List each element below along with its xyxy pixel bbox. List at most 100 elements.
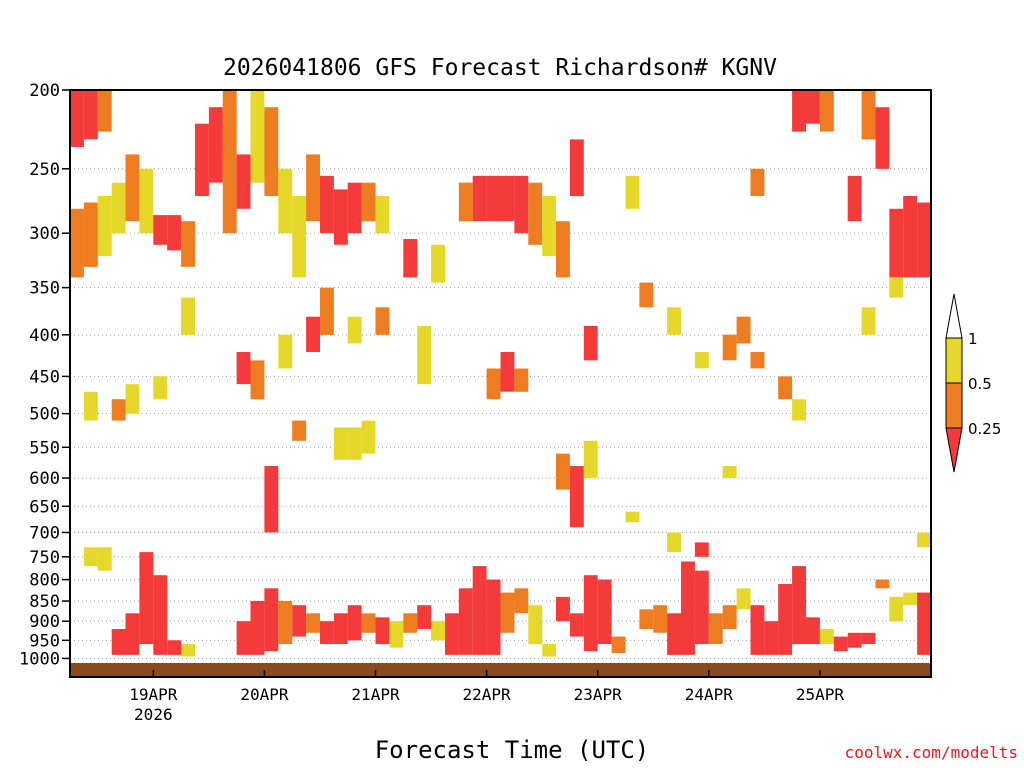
heatmap-cell	[181, 297, 195, 335]
heatmap-cell	[847, 175, 862, 222]
heatmap-cell	[625, 511, 640, 523]
plot-frame	[69, 89, 932, 678]
heatmap-cell	[417, 605, 432, 629]
heatmap-cell	[889, 208, 904, 278]
legend: 1 0.5 0.25	[945, 293, 1001, 473]
heatmap-cell	[306, 613, 320, 633]
x-tick-label: 20APR	[240, 685, 289, 704]
y-tick-label: 650	[29, 497, 60, 517]
x-tick-label: 22APR	[463, 685, 512, 704]
heatmap-cell	[403, 239, 418, 278]
y-tick-label: 250	[29, 160, 60, 180]
heatmap-cell	[458, 588, 473, 655]
heatmap-cell	[639, 609, 654, 629]
heatmap-cell	[278, 168, 293, 234]
heatmap-cell	[694, 542, 709, 557]
heatmap-cell	[458, 182, 473, 222]
heatmap-cell	[569, 466, 584, 528]
heatmap-cell	[236, 621, 251, 655]
heatmap-cell	[264, 588, 279, 652]
heatmap-cell	[611, 636, 626, 654]
heatmap-cell	[97, 196, 112, 256]
y-tick-label: 950	[29, 631, 60, 651]
x-tick-sublabel: 2026	[134, 705, 173, 724]
heatmap-cell	[153, 215, 168, 245]
heatmap-cell	[556, 596, 570, 622]
heatmap-cell	[750, 168, 765, 196]
data-cells	[70, 90, 931, 657]
y-tick-label: 350	[29, 279, 60, 299]
heatmap-cell	[486, 579, 501, 655]
heatmap-cell	[306, 154, 320, 222]
x-tick-label: 23APR	[574, 685, 623, 704]
heatmap-cell	[556, 221, 570, 278]
heatmap-cell	[861, 90, 876, 140]
heatmap-cell	[125, 154, 140, 222]
legend-swatch-orange	[945, 382, 963, 429]
heatmap-cell	[917, 202, 931, 278]
heatmap-cell	[722, 605, 737, 629]
heatmap-cell	[653, 605, 668, 633]
heatmap-cell	[264, 466, 279, 533]
legend-label-0-5: 0.5	[968, 375, 992, 393]
heatmap-cell	[514, 588, 529, 614]
y-tick-label: 750	[29, 548, 60, 568]
heatmap-cell	[542, 196, 557, 256]
heatmap-cell	[889, 596, 904, 622]
heatmap-cell	[347, 316, 362, 344]
heatmap-cell	[528, 182, 543, 245]
heatmap-cell	[375, 617, 390, 644]
heatmap-cell	[403, 613, 418, 633]
heatmap-cell	[500, 352, 515, 392]
heatmap-cell	[667, 613, 681, 655]
heatmap-cell	[694, 352, 709, 369]
heatmap-cell	[375, 307, 390, 335]
heatmap-cell	[500, 592, 515, 633]
heatmap-cell	[70, 90, 84, 147]
heatmap-cell	[83, 90, 98, 140]
heatmap-cell	[778, 376, 793, 400]
heatmap-cell	[792, 399, 806, 421]
heatmap-cell	[417, 325, 432, 385]
heatmap-cell	[97, 90, 112, 132]
y-tick-label: 900	[29, 612, 60, 632]
heatmap-cell	[250, 360, 265, 400]
heatmap-cell	[278, 601, 293, 644]
x-tick-label: 25APR	[796, 685, 845, 704]
ground-surface	[70, 663, 931, 677]
heatmap-cell	[125, 384, 140, 414]
heatmap-cell	[306, 316, 320, 352]
heatmap-cell	[375, 196, 390, 234]
y-tick-label: 550	[29, 438, 60, 458]
heatmap-cell	[236, 154, 251, 209]
heatmap-cell	[472, 175, 487, 222]
heatmap-cell	[639, 282, 654, 308]
heatmap-cell	[195, 123, 209, 196]
heatmap-cell	[903, 196, 918, 278]
heatmap-cell	[333, 613, 348, 644]
y-tick-label: 1000	[19, 649, 60, 669]
y-tick-label: 500	[29, 405, 60, 425]
heatmap-cell	[70, 208, 84, 278]
y-tick-label: 700	[29, 523, 60, 543]
heatmap-cell	[222, 90, 237, 234]
heatmap-cell	[181, 221, 195, 267]
heatmap-cell	[320, 287, 334, 335]
heatmap-cell	[597, 579, 612, 644]
heatmap-cell	[722, 466, 737, 478]
heatmap-cell	[111, 399, 126, 421]
heatmap-cell	[292, 420, 307, 441]
heatmap-cell	[514, 368, 529, 392]
heatmap-cell	[250, 90, 265, 183]
heatmap-cell	[514, 175, 529, 234]
heatmap-cell	[528, 605, 543, 645]
y-tick-label: 800	[29, 571, 60, 591]
heatmap-cell	[167, 215, 182, 251]
heatmap-cell	[556, 453, 570, 490]
heatmap-cell	[97, 547, 112, 571]
x-tick-label: 21APR	[351, 685, 400, 704]
heatmap-cell	[736, 316, 751, 344]
heatmap-cell	[347, 605, 362, 641]
